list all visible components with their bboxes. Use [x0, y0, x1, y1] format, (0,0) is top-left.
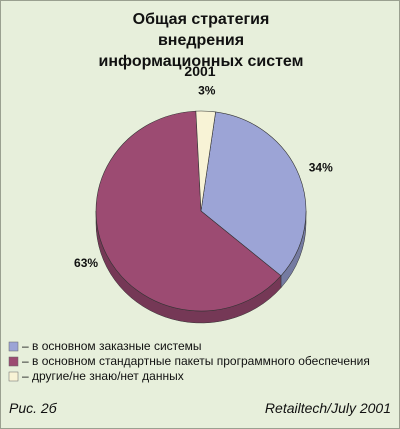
legend-label: – другие/не знаю/нет данных	[22, 369, 184, 383]
legend-label: – в основном стандартные пакеты программ…	[22, 354, 370, 368]
pie-slice	[195, 110, 216, 212]
value-label: 34%	[309, 161, 333, 175]
legend-swatch	[8, 341, 19, 352]
figure-label: Рис. 2б	[9, 400, 57, 416]
pie-slice	[200, 111, 307, 277]
value-label: 3%	[198, 83, 216, 97]
chart-title: Общая стратегия внедрения информационных…	[98, 11, 304, 70]
legend-swatch	[8, 371, 19, 382]
source: Retailtech/July 2001	[264, 400, 391, 416]
legend-label: – в основном заказные системы	[22, 339, 202, 353]
chart-subtitle: 2001	[184, 63, 216, 79]
value-label: 63%	[74, 256, 98, 270]
pie-slice	[95, 110, 282, 312]
legend-swatch	[8, 356, 19, 367]
